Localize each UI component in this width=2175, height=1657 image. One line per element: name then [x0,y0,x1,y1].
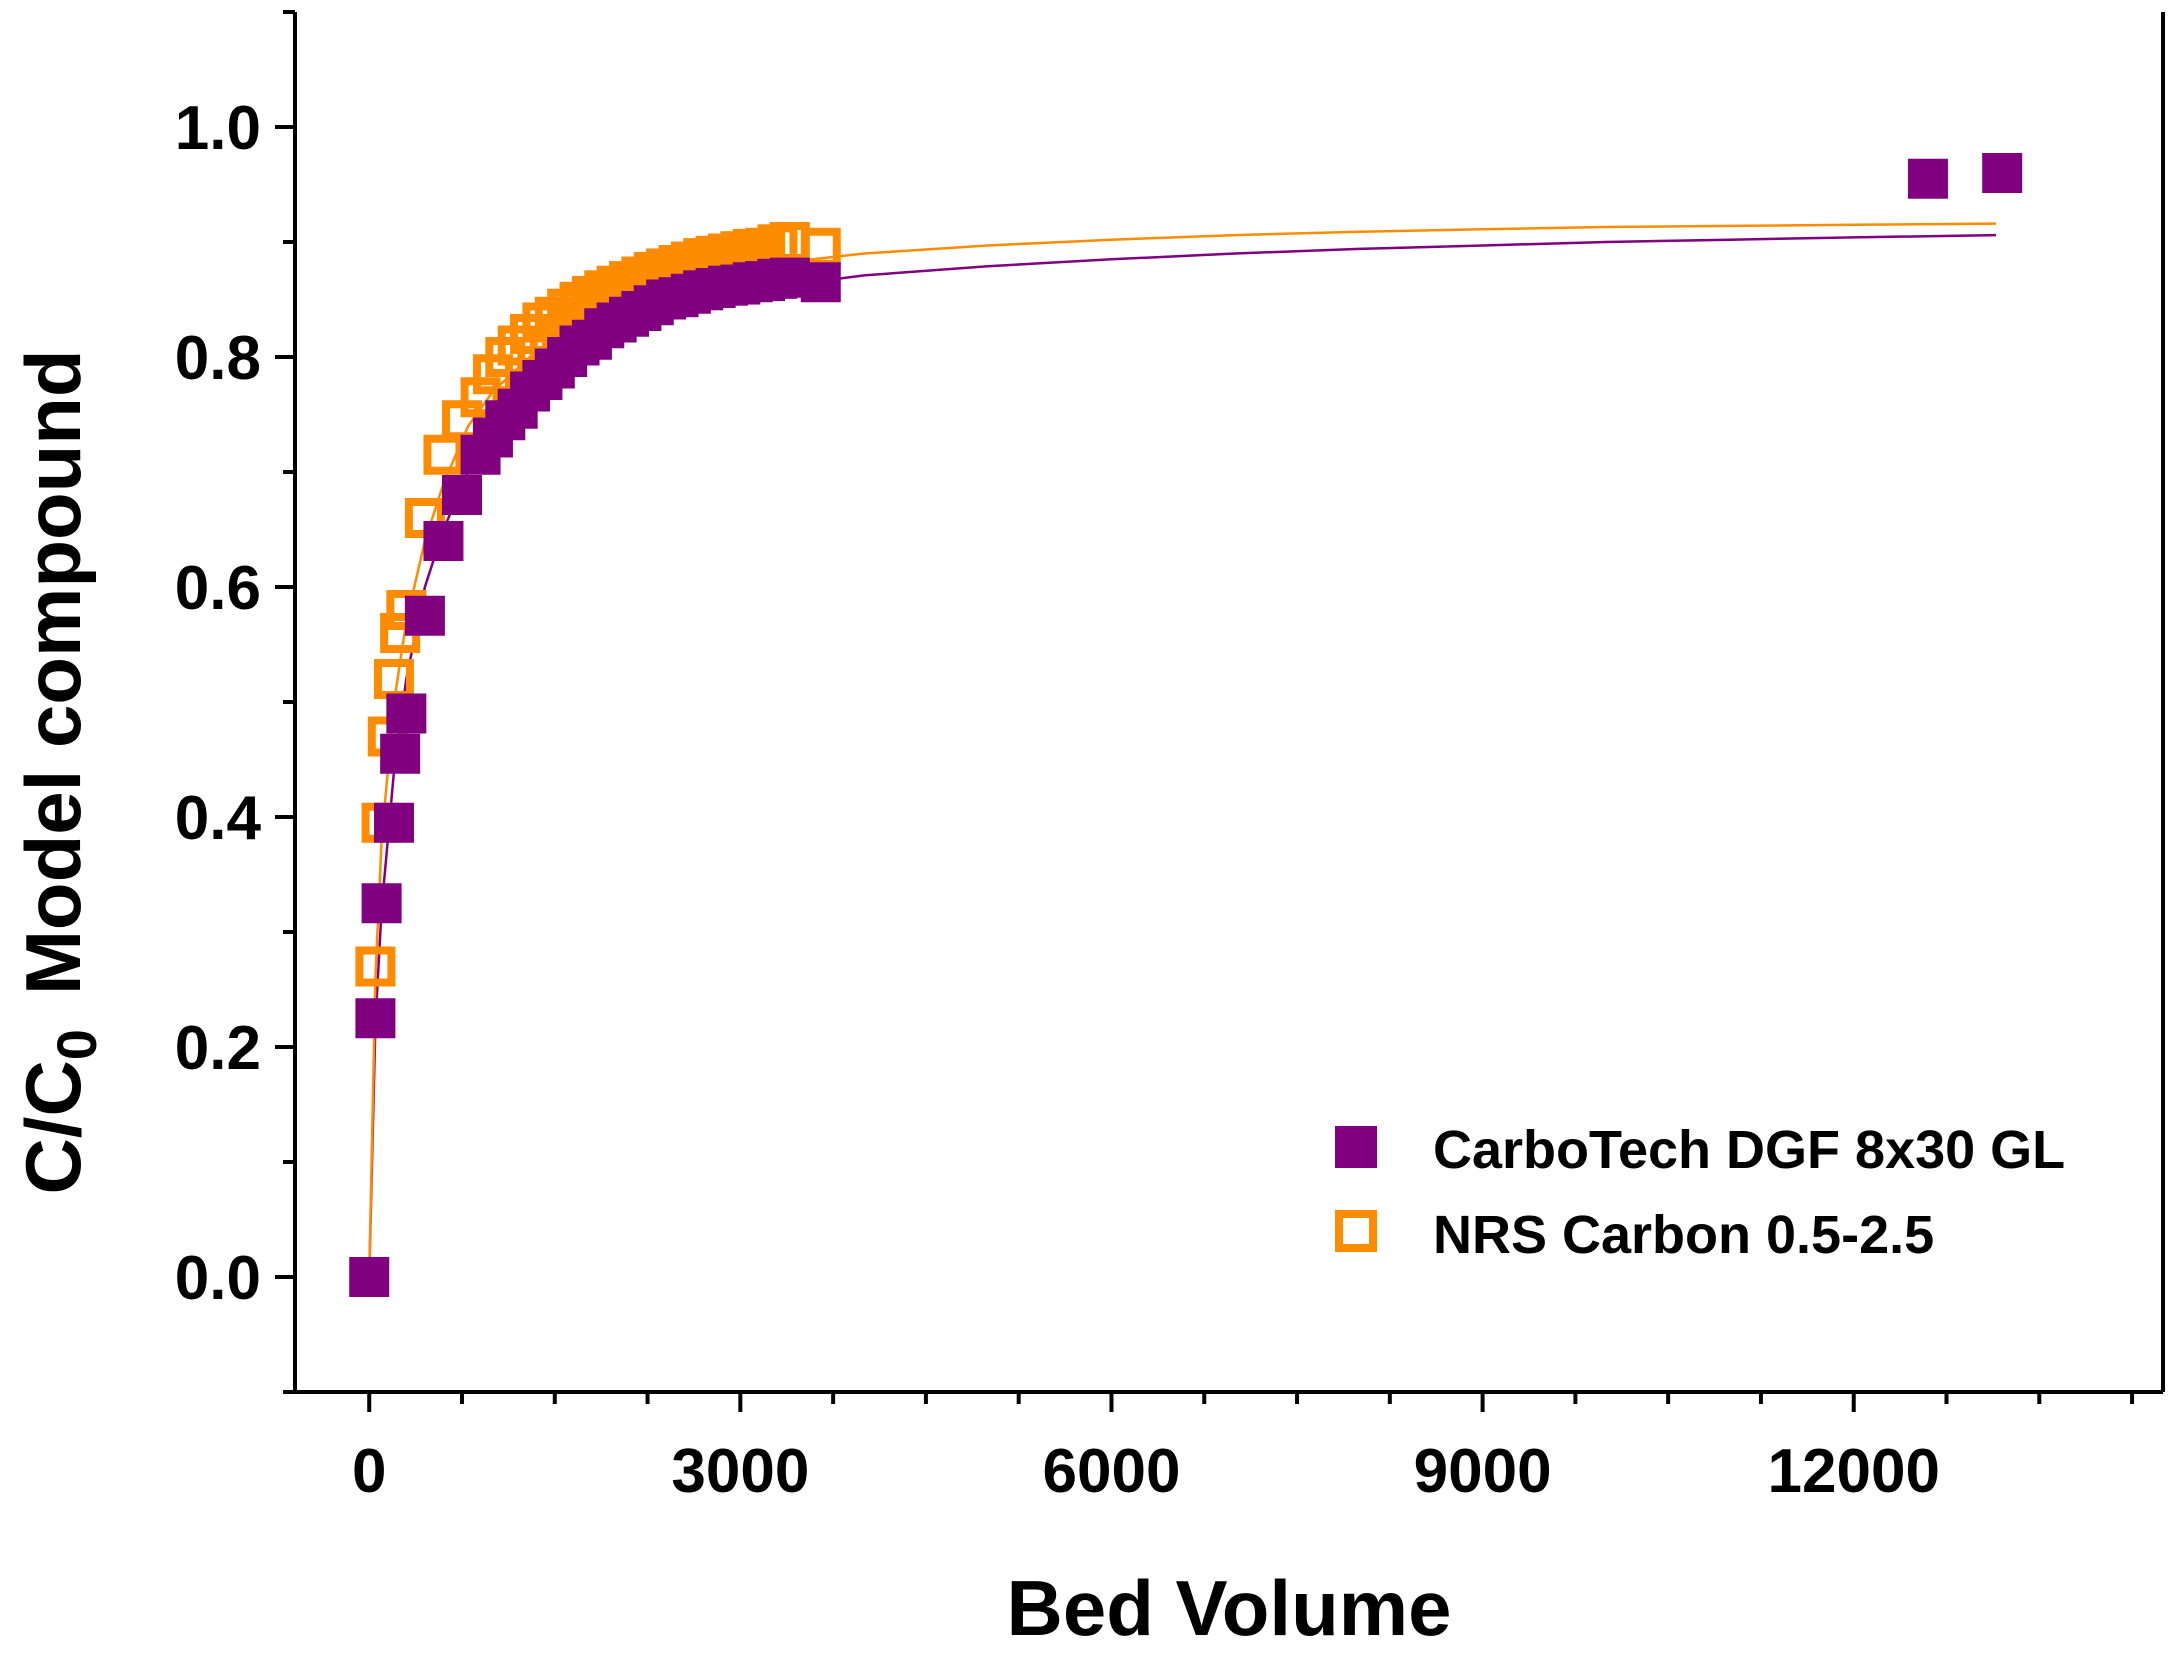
x-tick-label: 0 [352,1437,386,1506]
data-point-carbotech [423,521,464,561]
fit-curve-nrs [367,222,1997,1278]
y-tick-label: 1.0 [175,94,261,163]
legend-label-nrs: NRS Carbon 0.5-2.5 [1433,1205,1934,1265]
data-points-layer [349,153,2023,1297]
legend-marker-nrs [1335,1210,1377,1252]
legend-label-carbotech: CarboTech DGF 8x30 GL [1433,1120,2065,1180]
data-point-nrs [355,946,396,987]
data-point-carbotech [1982,153,2023,193]
data-point-carbotech [355,998,396,1039]
y-tick-label: 0.0 [175,1244,261,1313]
legend-marker-carbotech [1335,1126,1377,1168]
data-point-carbotech [1907,158,1948,199]
data-point-carbotech [373,802,414,843]
y-tick-label: 0.8 [175,324,261,393]
data-point-carbotech [361,883,402,924]
data-point-carbotech [404,595,445,636]
y-tick-label: 0.6 [175,554,261,623]
x-tick-label: 12000 [1768,1437,1940,1506]
data-point-carbotech [386,693,427,734]
data-point-carbotech [380,733,421,774]
x-tick-label: 9000 [1414,1437,1552,1506]
y-tick-label: 0.4 [175,784,262,853]
fit-curves-layer [367,222,1997,1278]
tick-labels-layer: 0.0 0.2 0.4 0.6 0.8 1.0 0 3000 6000 9000 12000 [175,94,1940,1506]
y-tick-label: 0.2 [175,1014,261,1083]
x-axis-title: Bed Volume [1007,1564,1452,1652]
y-axis-title: C/C0 Model compound [9,349,108,1194]
axes-layer [275,10,2165,1412]
x-tick-label: 6000 [1043,1437,1181,1506]
y-axis-title-subscript: 0 [45,1029,108,1060]
data-point-carbotech [442,475,483,515]
legend: CarboTech DGF 8x30 GL NRS Carbon 0.5-2.5 [1335,1120,2065,1265]
x-tick-label: 3000 [671,1437,809,1506]
data-point-carbotech [800,262,841,303]
y-axis-title-main: C/C [9,1060,97,1194]
y-axis-title-suffix: Model compound [9,349,97,995]
data-point-carbotech [349,1257,390,1297]
